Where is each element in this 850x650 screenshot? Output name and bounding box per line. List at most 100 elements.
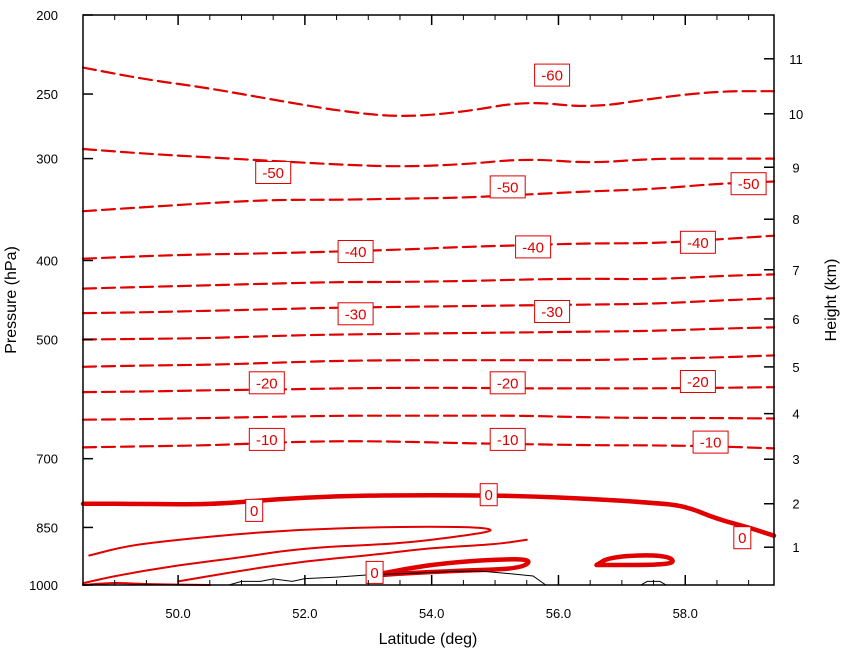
y-tick-label: 400 — [36, 253, 58, 268]
contour-line--50-2 — [81, 180, 776, 213]
contour-label: -30 — [534, 300, 571, 323]
y-tick-label: 850 — [36, 520, 58, 535]
terrain-layer — [83, 570, 774, 586]
contour-label: -30 — [337, 302, 374, 326]
plot-frame — [82, 14, 775, 586]
tick-layer: 50.0 52.0 54.0 56.0 58.010008507005004003002… — [29, 8, 803, 621]
y-tick-label: 1000 — [29, 578, 58, 593]
contour-label: -20 — [248, 371, 285, 395]
contour-label-text: -20 — [256, 375, 278, 392]
contour-layer — [80, 66, 777, 586]
y-tick-label: 200 — [36, 8, 58, 23]
y2-tick-label: 4 — [792, 407, 799, 422]
contour-line--35-5 — [81, 297, 776, 315]
contour-line-5-14 — [177, 538, 528, 583]
contour-label: -40 — [679, 230, 716, 254]
contour-label: -20 — [489, 371, 526, 395]
y2-tick-label: 7 — [792, 263, 799, 278]
contour-label-box — [679, 230, 716, 254]
contour-line-5-12 — [82, 525, 492, 585]
contour-label-text: -50 — [497, 179, 519, 196]
contour-label: -50 — [255, 161, 292, 184]
contour-label-text: -40 — [687, 235, 709, 252]
x-tick-label: 54.0 — [419, 606, 444, 621]
contour-label-text: -60 — [541, 68, 563, 85]
contour-label-text: -30 — [345, 306, 367, 323]
contour-label: -10 — [692, 430, 729, 454]
contour-label: -50 — [489, 175, 526, 199]
contour-label-box — [337, 302, 374, 326]
contour-label-text: -50 — [262, 165, 284, 182]
y2-axis-title: Height (km) — [823, 259, 840, 342]
y2-tick-label: 9 — [792, 160, 799, 175]
contour-label-box — [730, 172, 767, 196]
x-tick-label: 56.0 — [546, 606, 571, 621]
contour-label-text: -10 — [700, 435, 722, 452]
contour-label: -10 — [248, 427, 285, 451]
y-tick-label: 500 — [36, 333, 58, 348]
x-tick-label: 58.0 — [673, 606, 698, 621]
y-tick-label: 300 — [36, 152, 58, 167]
contour-label: -40 — [337, 240, 374, 263]
x-tick-label: 50.0 — [165, 606, 190, 621]
contour-line-0-11 — [80, 492, 777, 538]
contour-line--60-0 — [81, 66, 776, 117]
contour-label: -20 — [679, 370, 716, 393]
contour-label-box — [248, 371, 285, 395]
contour-line--15-9 — [81, 414, 776, 421]
y2-tick-label: 11 — [789, 52, 803, 67]
y-tick-label: 700 — [36, 452, 58, 467]
y2-tick-label: 1 — [792, 540, 799, 555]
y2-tick-label: 2 — [792, 497, 799, 512]
x-tick-label: 52.0 — [292, 606, 317, 621]
x-axis-title: Latitude (deg) — [379, 631, 478, 648]
axes-layer — [82, 14, 775, 586]
contour-label-text: -10 — [256, 432, 278, 449]
y2-tick-label: 6 — [792, 312, 799, 327]
contour-label: 0 — [479, 483, 498, 507]
y2-tick-label: 8 — [792, 212, 799, 227]
contour-label-text: -40 — [345, 244, 367, 261]
contour-label-box — [692, 430, 729, 454]
y-axis-title: Pressure (hPa) — [3, 246, 20, 354]
contour-label: -50 — [730, 172, 767, 196]
contour-label-text: -40 — [522, 239, 544, 256]
contour-label-text: -30 — [541, 304, 563, 321]
contour-label-box — [479, 483, 498, 507]
contour-line-0-16 — [594, 553, 675, 568]
contour-label: -10 — [489, 427, 526, 451]
contour-line--55-1 — [81, 147, 776, 168]
contour-label-box — [248, 427, 285, 451]
contour-label-box — [733, 526, 752, 550]
contour-label-text: -50 — [738, 176, 760, 193]
y2-tick-label: 10 — [789, 107, 803, 122]
contour-label-box — [489, 371, 526, 395]
contour-line--30-6 — [81, 326, 776, 341]
contour-line--20-8 — [81, 386, 776, 394]
contour-line--10-10 — [81, 440, 776, 450]
contour-label: -40 — [515, 235, 552, 259]
contour-label: 0 — [245, 498, 264, 522]
contour-label-text: 0 — [738, 530, 746, 547]
contour-label-box — [515, 235, 552, 259]
contour-label-text: 0 — [370, 565, 378, 582]
contour-label: 0 — [733, 526, 752, 550]
contour-label-text: -20 — [687, 374, 709, 391]
contour-label-box — [534, 300, 571, 323]
y2-tick-label: 3 — [792, 452, 799, 467]
contour-label-text: 0 — [250, 503, 258, 520]
contour-line--25-7 — [81, 354, 776, 368]
terrain-outline — [83, 570, 774, 586]
y-tick-label: 250 — [36, 87, 58, 102]
contour-label: 0 — [365, 560, 384, 584]
contour-line--45-3 — [81, 234, 776, 260]
contour-label-box — [489, 427, 526, 451]
contour-label-box — [534, 63, 571, 87]
contour-label-text: -10 — [497, 432, 519, 449]
y2-tick-label: 5 — [792, 360, 799, 375]
contour-label-box — [679, 370, 716, 393]
contour-label: -60 — [534, 63, 571, 87]
contour-label-box — [489, 175, 526, 199]
contour-label-box — [337, 240, 374, 263]
